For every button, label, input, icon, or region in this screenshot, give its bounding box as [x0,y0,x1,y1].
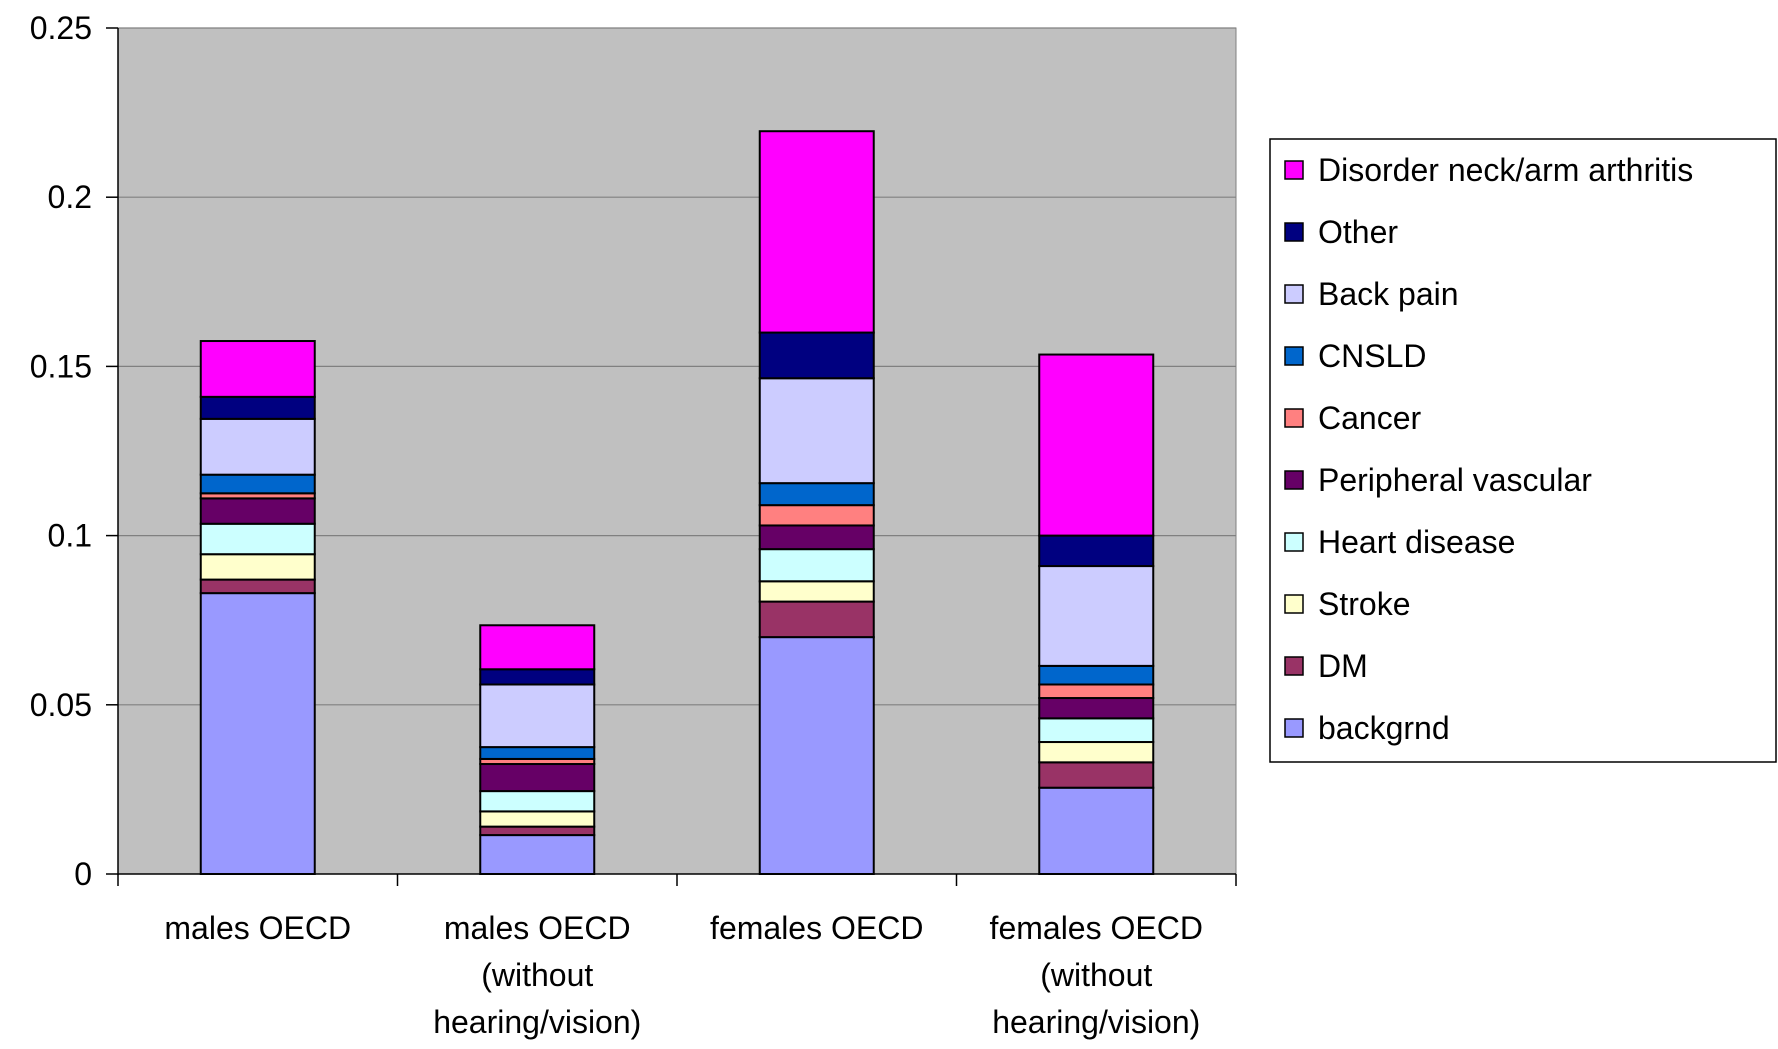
legend-label: Peripheral vascular [1318,462,1592,498]
legend-swatch [1284,470,1304,490]
bar-segment [758,524,875,551]
x-category-label: hearing/vision) [992,1004,1200,1040]
bar-segment [479,624,596,671]
x-category-label: males OECD [444,910,631,946]
bar-segment [1038,717,1155,744]
x-category-label: (without [1040,957,1152,993]
legend-label: backgrnd [1318,710,1450,746]
legend-label: DM [1318,648,1368,684]
y-tick-label: 0.25 [30,10,92,46]
y-tick-label: 0.05 [30,687,92,723]
x-category-labels: males OECD males OECD (without hearing/visi… [164,910,1203,1040]
bar-segment [1038,786,1155,876]
legend-swatch [1284,532,1304,552]
y-tick-label: 0.15 [30,348,92,384]
legend-label: Stroke [1318,586,1410,622]
bar-segment [758,130,875,334]
bar-segment [758,504,875,527]
bar-segment [479,825,596,837]
bar-segment [199,417,316,476]
legend-swatch [1284,656,1304,676]
bar-segment [1038,741,1155,764]
bar-segment [1038,697,1155,720]
x-category-label: females OECD [990,910,1203,946]
bar-segment [199,473,316,495]
legend-swatch [1284,346,1304,366]
bar-segment [479,683,596,749]
x-category-label: hearing/vision) [433,1004,641,1040]
axes [106,27,1237,886]
bar-segment [1038,534,1155,568]
legend-swatch [1284,718,1304,738]
legend-label: Heart disease [1318,524,1515,560]
bar-segment [758,548,875,583]
legend-label: Disorder neck/arm arthritis [1318,152,1693,188]
bar-segment [479,763,596,793]
legend-swatch [1284,408,1304,428]
y-tick-label: 0 [74,856,92,892]
bar-segment [479,746,596,760]
bar-segment [199,578,316,595]
bar-segment [758,482,875,507]
y-tick-labels: 0 0.05 0.1 0.15 0.2 0.25 [30,10,92,892]
bar-segment [1038,664,1155,686]
bar-segment [479,790,596,813]
bar-segment [199,497,316,525]
legend-label: Cancer [1318,400,1422,436]
bar-segment [1038,353,1155,537]
x-category-label: (without [481,957,593,993]
y-tick-label: 0.1 [48,518,92,554]
bar-segment [479,810,596,828]
bar-segment [1038,565,1155,667]
legend-box [1269,138,1777,763]
legend-swatch [1284,594,1304,614]
x-category-label: females OECD [710,910,923,946]
legend-swatch [1284,284,1304,304]
legend-label: Back pain [1318,276,1459,312]
legend-swatch [1284,222,1304,242]
bar-segment [1038,683,1155,700]
bar-segment [199,340,316,398]
bar-segment [758,580,875,603]
bar-segment [479,668,596,686]
bar-segment [199,592,316,875]
x-category-label: males OECD [164,910,351,946]
bar-segment [758,600,875,639]
bars [199,130,1155,876]
bar-segment [758,377,875,485]
legend-label: Other [1318,214,1398,250]
legend-swatch [1284,160,1304,180]
legend-label: CNSLD [1318,338,1426,374]
legend: Disorder neck/arm arthritis Other Back pai… [1269,138,1777,763]
bar-segment [199,522,316,556]
bar-segment [479,834,596,875]
bar-segment [758,331,875,380]
y-tick-label: 0.2 [48,179,92,215]
bar-segment [758,636,875,875]
bar-segment [199,395,316,420]
bar-segment [199,553,316,581]
bar-segment [1038,761,1155,789]
